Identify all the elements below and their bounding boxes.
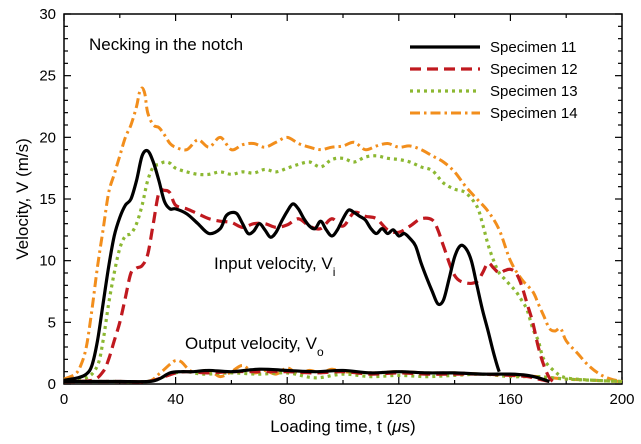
specimen-14-input-velocity-line bbox=[63, 86, 623, 383]
x-tick-label: 80 bbox=[279, 391, 296, 408]
output-velocity-sub: o bbox=[317, 345, 324, 359]
legend-label-specimen-13: Specimen 13 bbox=[490, 83, 578, 100]
x-axis-label-mu: μ bbox=[391, 417, 402, 436]
legend: Specimen 11 Specimen 12 Specimen 13 Specime… bbox=[410, 39, 578, 122]
annotation-necking: Necking in the notch bbox=[89, 35, 243, 54]
x-axis-label-main: Loading time, t ( bbox=[270, 417, 392, 436]
y-tick-label: 30 bbox=[39, 6, 56, 23]
specimen-11-output-velocity-line bbox=[64, 367, 550, 384]
specimen-12-input-velocity-line bbox=[63, 187, 557, 385]
x-axis-label: Loading time, t (μs) bbox=[270, 417, 415, 436]
input-velocity-main: Input velocity, V bbox=[214, 254, 333, 273]
y-tick-label: 15 bbox=[39, 191, 56, 208]
x-tick-label: 40 bbox=[167, 391, 184, 408]
y-tick-label: 10 bbox=[39, 253, 56, 270]
legend-label-specimen-14: Specimen 14 bbox=[490, 105, 578, 122]
x-tick-label: 160 bbox=[498, 391, 523, 408]
y-tick-label: 25 bbox=[39, 68, 56, 85]
input-velocity-sub: i bbox=[333, 265, 336, 279]
output-velocity-main: Output velocity, V bbox=[185, 334, 318, 353]
y-tick-label: 0 bbox=[48, 376, 56, 393]
x-tick-label: 0 bbox=[60, 391, 68, 408]
annotation-output-velocity: Output velocity, Vo bbox=[185, 334, 324, 359]
annotation-input-velocity: Input velocity, Vi bbox=[214, 254, 335, 279]
axis-ticks: 0 40 80 120 160 200 0 5 10 15 20 25 30 bbox=[39, 6, 634, 408]
specimen-11-input-velocity-line bbox=[63, 148, 501, 382]
y-tick-label: 5 bbox=[48, 314, 56, 331]
x-tick-label: 120 bbox=[386, 391, 411, 408]
legend-label-specimen-12: Specimen 12 bbox=[490, 61, 578, 78]
x-axis-label-unit: s) bbox=[402, 417, 416, 436]
data-curves bbox=[63, 86, 623, 385]
y-axis-label: Velocity, V (m/s) bbox=[13, 138, 32, 260]
legend-label-specimen-11: Specimen 11 bbox=[490, 39, 576, 56]
x-tick-label: 200 bbox=[609, 391, 634, 408]
y-tick-label: 20 bbox=[39, 129, 56, 146]
specimen-13-output-velocity-line bbox=[64, 370, 623, 384]
